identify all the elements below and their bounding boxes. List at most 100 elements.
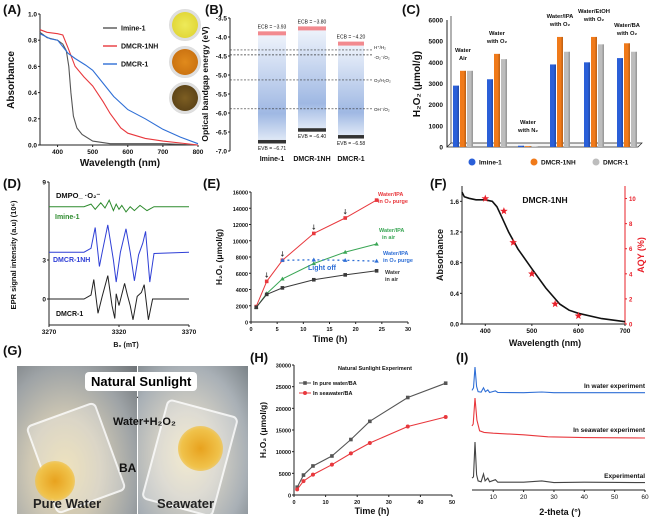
x-tick-label: 15	[326, 327, 332, 333]
data-point	[310, 472, 315, 477]
panel-label-e: (E)	[203, 176, 221, 191]
data-point	[254, 305, 259, 310]
bar-shade	[602, 44, 604, 147]
x-tick-label: 10	[300, 327, 306, 333]
series-label: Experimental	[604, 473, 645, 480]
data-point	[312, 231, 316, 236]
vb-energy-label: EVB = −6.71	[258, 146, 287, 152]
legend-label: DMCR-1	[603, 160, 629, 167]
xrd-pattern	[471, 366, 645, 394]
y-axis-label: Absorbance	[6, 51, 17, 109]
seawater-caption: Seawater	[157, 496, 215, 511]
x-axis-label: Time (h)	[313, 334, 348, 344]
x-tick-label: 20	[353, 327, 359, 333]
right-y-tick-label: 6	[629, 247, 633, 253]
bar-dmcr-1	[564, 51, 570, 147]
bar-dmcr-1nh	[460, 70, 466, 147]
right-y-axis-label: AQY (%)	[636, 237, 646, 273]
bar-dmcr-1	[501, 59, 507, 147]
arrow-down-icon	[343, 209, 347, 215]
y-tick-label: 0.0	[450, 322, 459, 329]
series-line	[282, 259, 377, 262]
bar-shade	[595, 36, 597, 147]
y-tick-label: 6000	[236, 272, 248, 278]
bar-shade	[505, 59, 507, 147]
redox-potential-label: ·O₂⁻/O₂	[374, 55, 390, 60]
y-axis-label: Optical bandgap energy (eV)	[200, 26, 210, 141]
y-tick-label: -4.0	[216, 35, 228, 42]
data-point	[312, 277, 316, 282]
right-y-tick-label: 0	[629, 323, 633, 329]
y-tick-label: 10000	[276, 450, 291, 456]
series-label: Water	[385, 270, 401, 276]
data-point	[343, 257, 348, 262]
x-axis-floor	[446, 142, 643, 148]
panel-label-f: (F)	[430, 176, 447, 191]
epr-spectrum-dmcr-1nh	[49, 224, 190, 283]
x-tick-label: 600	[573, 328, 584, 335]
bar-shade	[588, 62, 590, 148]
category-label: Water/IPA	[547, 14, 575, 20]
series-label: in O₂ purge	[378, 199, 408, 205]
data-point	[329, 462, 334, 467]
data-point	[264, 279, 269, 284]
right-y-tick-label: 8	[629, 222, 633, 228]
bar-shade	[536, 146, 538, 147]
series-label: In seawater experiment	[573, 427, 646, 434]
data-point	[349, 437, 353, 442]
series-line-dmcr-1	[39, 33, 199, 145]
x-tick-label: 400	[52, 149, 63, 156]
series-label: in O₂ purge	[383, 258, 413, 264]
bar-dmcr-1nh	[624, 43, 630, 147]
category-label: Water	[455, 48, 472, 54]
x-tick-label: 10	[323, 500, 329, 506]
category-label: with O₂	[486, 39, 508, 45]
y-axis-label: H₂O₂ (μmol/g)	[412, 51, 423, 117]
conduction-band-edge	[298, 26, 326, 31]
chart-title: DMCR-1NH	[522, 195, 567, 205]
legend-label: DMCR-1NH	[541, 160, 576, 167]
bandgap-bar-dmcr-1	[338, 44, 364, 136]
data-point	[280, 286, 285, 290]
y-tick-label: -6.0	[216, 111, 228, 118]
legend-label: Imine-1	[121, 26, 146, 33]
data-point	[374, 198, 379, 202]
redox-potential-label: O₂/H₂O₂	[374, 78, 391, 83]
epr-spectrum-imine-1	[49, 199, 189, 213]
category-label: with O₂	[583, 17, 605, 23]
legend-label: DMCR-1	[121, 62, 148, 69]
data-point	[280, 257, 285, 262]
panel-label-c: (C)	[402, 2, 421, 17]
y-axis-label: Absorbance	[435, 229, 445, 281]
bar-imine-1	[518, 145, 524, 147]
conduction-band-edge	[338, 41, 364, 46]
y-tick-label: -4.5	[216, 54, 228, 61]
data-point	[264, 292, 269, 297]
category-label: with O₂	[549, 22, 571, 28]
aqy-star-marker	[551, 299, 559, 308]
category-label: DMCR-1	[337, 156, 364, 163]
series-label: DMCR-1	[56, 311, 83, 318]
legend-label: In pure water/BA	[313, 381, 357, 387]
x-tick-label: 500	[526, 328, 537, 335]
legend-swatch	[592, 158, 600, 166]
aqy-star-marker	[528, 269, 536, 278]
y-tick-label: 1.2	[450, 230, 459, 237]
epr-spectrum-dmcr-1	[49, 275, 189, 320]
legend-label: DMCR-1NH	[121, 44, 158, 51]
data-point	[311, 261, 316, 266]
x-tick-label: 0	[292, 500, 295, 506]
series-label: In water experiment	[584, 383, 646, 390]
bar-shade	[568, 51, 570, 147]
data-point	[405, 424, 410, 429]
bar-dmcr-1	[467, 70, 473, 147]
y-tick-label: 1.6	[450, 199, 459, 206]
x-tick-label: 3270	[42, 329, 57, 336]
x-axis-label: 2-theta (°)	[539, 507, 581, 517]
bar-shade	[471, 70, 473, 147]
y-tick-label: 5000	[429, 39, 444, 46]
bar-shade	[635, 51, 637, 147]
y-axis-label: EPR signal intensity (a.u) (10⁶)	[9, 200, 18, 309]
data-point	[295, 487, 300, 492]
xrd-pattern	[471, 397, 646, 439]
